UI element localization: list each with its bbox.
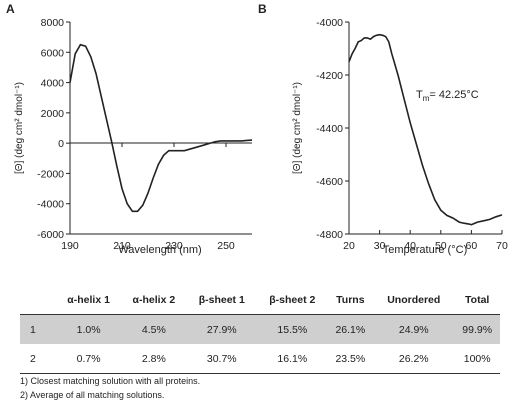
tm-annotation: Tm= 42.25°C [416,89,479,103]
table-cell: 27.9% [186,314,258,344]
table-cell: 1 [20,314,56,344]
chart-b-y-tick-label: -4000 [316,17,343,29]
chart-a-y-tick-label: -4000 [37,199,64,211]
table-cell: 26.2% [373,344,455,374]
table-cell: 1.0% [56,314,122,344]
chart-a-x-label: Wavelength (nm) [118,244,201,256]
table-row: 2 0.7% 2.8% 30.7% 16.1% 23.5% 26.2% 100% [20,344,500,374]
table-header-row: α-helix 1 α-helix 2 β-sheet 1 β-sheet 2 … [20,286,500,315]
chart-a-x-tick-label: 250 [217,240,235,252]
table-cell: 100% [454,344,500,374]
chart-a-series-line [69,43,253,213]
table-header-cell: Unordered [373,286,455,315]
chart-a-x-tick-label: 230 [165,240,183,252]
tm-value: = 42.25°C [429,89,478,101]
table-header-cell: Turns [327,286,374,315]
chart-b-x-label: Temperature (°C) [383,244,467,256]
chart-a-y-tick-label: 8000 [41,17,65,29]
chart-a-y-label: [Θ] (deg cm² dmol⁻¹) [14,82,25,174]
secondary-structure-table: α-helix 1 α-helix 2 β-sheet 1 β-sheet 2 … [20,286,500,374]
chart-a-y-tick-label: -6000 [37,229,64,241]
table-cell: 23.5% [327,344,374,374]
chart-a-y-tick-label: 0 [58,138,64,150]
chart-b-x-tick-label: 40 [404,240,416,252]
table-header-cell: β-sheet 1 [186,286,258,315]
table-cell: 4.5% [121,314,187,344]
tm-subscript: m [423,94,430,103]
chart-b-y-tick-label: -4600 [316,176,343,188]
chart-a-y-tick-label: 6000 [41,47,65,59]
chart-b-x-tick-label: 20 [343,240,355,252]
table-cell: 0.7% [56,344,122,374]
footnote-2: 2) Average of all matching solutions. [20,390,165,400]
chart-a-x-tick-label: 210 [113,240,131,252]
table-header-cell: α-helix 1 [56,286,122,315]
footnote-1: 1) Closest matching solution with all pr… [20,376,201,386]
tm-symbol: T [416,89,423,101]
panel-b-label: B [258,2,267,16]
table-cell: 16.1% [257,344,328,374]
table-header-cell: β-sheet 2 [257,286,328,315]
table-header-cell [20,286,56,315]
panel-a-label: A [6,2,15,16]
table-cell: 2.8% [121,344,187,374]
chart-b-y-tick-label: -4400 [316,123,343,135]
table-header-cell: Total [454,286,500,315]
chart-b-y-tick-label: -4800 [316,229,343,241]
table-cell: 30.7% [186,344,258,374]
chart-b-x-tick-label: 30 [374,240,386,252]
table-header-cell: α-helix 2 [121,286,187,315]
chart-a-y-tick-label: -2000 [37,168,64,180]
table-cell: 2 [20,344,56,374]
chart-a-y-tick-label: 4000 [41,78,65,90]
chart-b-x-tick-label: 60 [466,240,478,252]
chart-a-y-tick-label: 2000 [41,108,65,120]
table-cell: 26.1% [327,314,374,344]
chart-a-x-tick-label: 190 [61,240,79,252]
table-cell: 15.5% [257,314,328,344]
table-cell: 24.9% [373,314,455,344]
chart-b-series-line [348,33,503,226]
chart-b-x-tick-label: 70 [496,240,508,252]
chart-b-y-tick-label: -4200 [316,70,343,82]
chart-b-y-label: [Θ] (deg cm² dmol⁻¹) [292,82,303,174]
table-row: 1 1.0% 4.5% 27.9% 15.5% 26.1% 24.9% 99.9… [20,314,500,344]
chart-b-x-tick-label: 50 [435,240,447,252]
table-cell: 99.9% [454,314,500,344]
